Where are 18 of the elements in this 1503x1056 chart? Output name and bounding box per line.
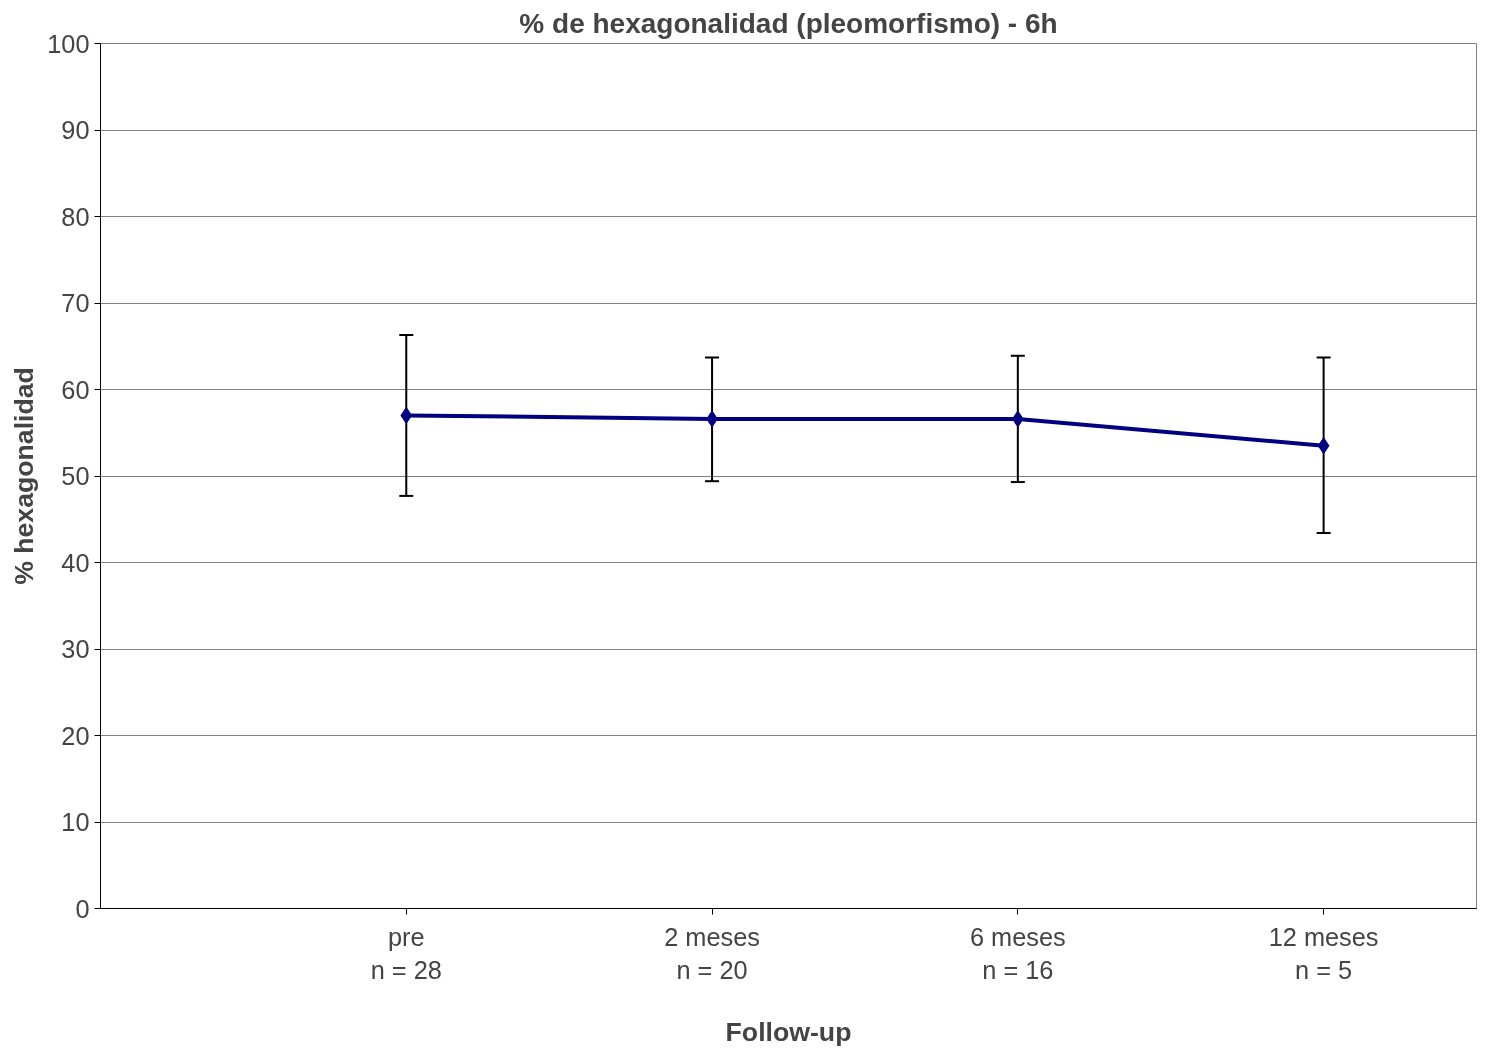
y-tick-label: 0 (75, 894, 90, 923)
y-tick-label: 40 (61, 548, 90, 577)
y-tick-label: 50 (61, 462, 90, 490)
x-tick-label: 2 meses n = 20 (664, 922, 760, 985)
y-tick-label: 80 (61, 202, 90, 231)
chart-title: % de hexagonalidad (pleomorfismo) - 6h (519, 7, 1058, 39)
y-tick-label: 10 (61, 808, 90, 836)
x-axis-title: Follow-up (725, 1017, 852, 1048)
y-tick-label: 30 (61, 635, 90, 663)
y-tick-label: 100 (47, 29, 90, 58)
x-tick-label: 12 meses n = 5 (1268, 922, 1379, 985)
y-tick-label: 70 (61, 289, 90, 317)
x-tick-label: pre n = 28 (370, 922, 442, 985)
x-tick-label: 6 meses n = 16 (969, 922, 1066, 985)
y-tick-label: 90 (61, 116, 90, 144)
y-tick-label: 20 (61, 721, 90, 750)
y-axis-title: % hexagonalidad (9, 367, 40, 585)
y-tick-label: 60 (61, 375, 90, 404)
